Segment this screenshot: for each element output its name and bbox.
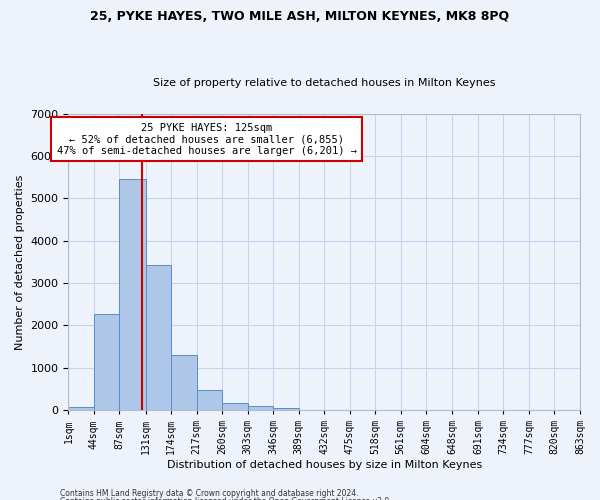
Bar (197, 390, 222, 410)
Y-axis label: Number of detached properties: Number of detached properties (15, 174, 25, 350)
Text: Contains HM Land Registry data © Crown copyright and database right 2024.: Contains HM Land Registry data © Crown c… (60, 488, 359, 498)
Bar (222, 404, 248, 410)
Bar (119, 180, 146, 410)
Text: 25 PYKE HAYES: 125sqm
← 52% of detached houses are smaller (6,855)
47% of semi-d: 25 PYKE HAYES: 125sqm ← 52% of detached … (56, 122, 356, 156)
Bar (171, 355, 197, 410)
Bar (146, 265, 171, 410)
Bar (248, 406, 273, 410)
X-axis label: Distribution of detached houses by size in Milton Keynes: Distribution of detached houses by size … (167, 460, 482, 470)
Text: 25, PYKE HAYES, TWO MILE ASH, MILTON KEYNES, MK8 8PQ: 25, PYKE HAYES, TWO MILE ASH, MILTON KEY… (91, 10, 509, 23)
Title: Size of property relative to detached houses in Milton Keynes: Size of property relative to detached ho… (153, 78, 496, 88)
Text: Contains public sector information licensed under the Open Government Licence v3: Contains public sector information licen… (60, 497, 392, 500)
Bar (94, 314, 119, 410)
Bar (273, 408, 299, 410)
Bar (68, 407, 94, 410)
